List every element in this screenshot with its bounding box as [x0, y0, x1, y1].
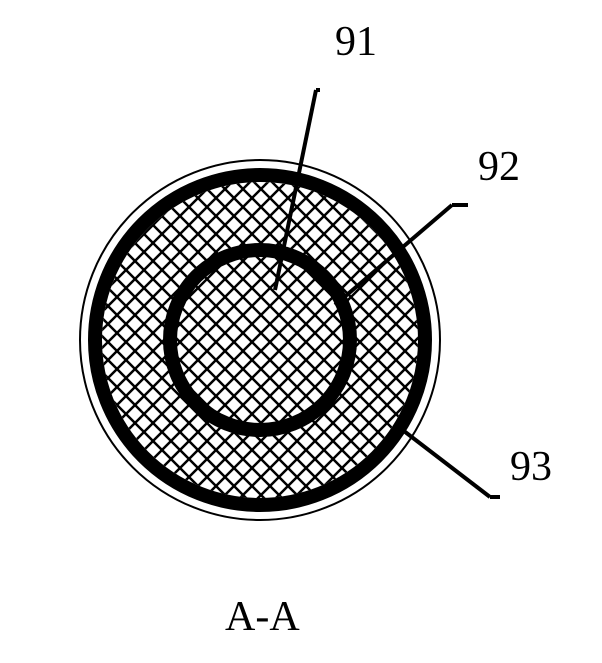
- leader-93: [400, 428, 500, 497]
- diagram-svg: 91 92 93 A-A: [0, 0, 602, 663]
- label-92: 92: [478, 144, 520, 190]
- section-label: A-A: [225, 594, 300, 640]
- label-93: 93: [510, 444, 552, 490]
- hatch-region: [102, 182, 418, 498]
- cross-section-diagram: 91 92 93 A-A: [0, 0, 602, 663]
- label-91: 91: [335, 19, 377, 65]
